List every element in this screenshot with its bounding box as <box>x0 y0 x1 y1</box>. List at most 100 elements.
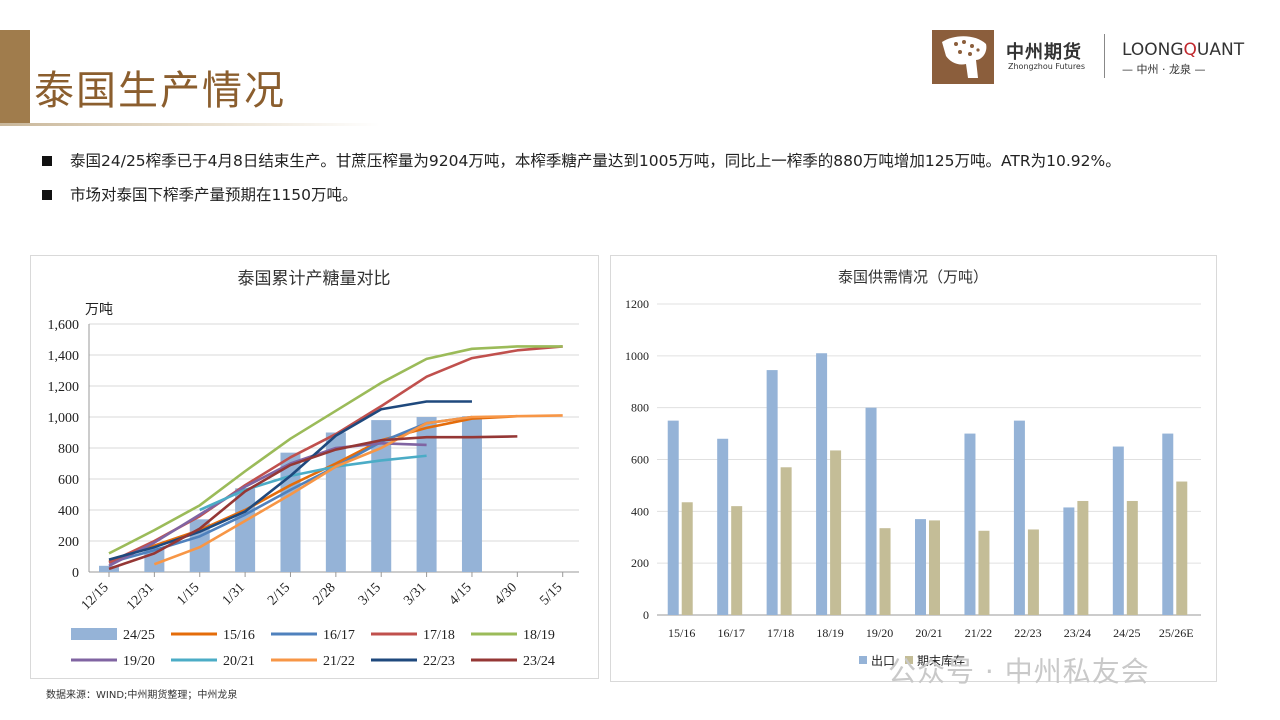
x-tick-label: 20/21 <box>915 626 942 640</box>
quant-subtitle: — 中州 · 龙泉 — <box>1122 63 1206 76</box>
brand-name-cn: 中州期货 <box>1006 42 1082 63</box>
bar-ending-stock <box>1126 500 1138 615</box>
title-underline <box>0 123 380 126</box>
y-tick-label: 1200 <box>625 297 649 311</box>
y-tick-label: 600 <box>58 473 79 488</box>
bar-export <box>915 519 926 615</box>
legend-label: 期末库存 <box>917 653 965 668</box>
x-tick-label: 16/17 <box>718 626 745 640</box>
brand-divider <box>1104 34 1105 78</box>
x-tick-label: 4/15 <box>447 580 475 608</box>
leopard-logo-icon <box>932 30 994 84</box>
bar-ending-stock <box>681 502 693 615</box>
y-tick-label: 1,600 <box>48 318 80 333</box>
legend-swatch <box>71 628 117 640</box>
bar-ending-stock <box>1077 500 1089 615</box>
chart-title: 泰国供需情况（万吨） <box>838 269 988 286</box>
bullet-square-icon <box>42 156 52 166</box>
x-tick-label: 4/30 <box>492 580 520 608</box>
legend-swatch <box>905 656 913 664</box>
x-tick-label: 19/20 <box>866 626 893 640</box>
y-tick-label: 1,400 <box>48 349 80 364</box>
series-line-20-21 <box>199 454 427 512</box>
bar-export <box>816 353 828 615</box>
bullet-list: 泰国24/25榨季已于4月8日结束生产。甘蔗压榨量为9204万吨，本榨季糖产量达… <box>40 146 1240 210</box>
bar-export <box>1013 420 1025 615</box>
x-tick-label: 1/31 <box>220 580 248 608</box>
bar-export <box>717 438 729 615</box>
y-tick-label: 1,200 <box>48 380 80 395</box>
x-tick-label: 23/24 <box>1064 626 1091 640</box>
legend-label: 23/24 <box>523 654 555 669</box>
x-tick-label: 3/15 <box>356 580 384 608</box>
y-tick-label: 200 <box>631 556 649 570</box>
series-line-23-24 <box>108 435 518 571</box>
bullet-text: 泰国24/25榨季已于4月8日结束生产。甘蔗压榨量为9204万吨，本榨季糖产量达… <box>70 152 1121 170</box>
x-tick-label: 21/22 <box>965 626 992 640</box>
quant-logo-text: LOONGQUANT <box>1122 40 1244 60</box>
y-tick-label: 0 <box>643 608 649 622</box>
legend-label: 16/17 <box>323 628 355 643</box>
bar-ending-stock <box>978 530 990 615</box>
bar-ending-stock <box>830 450 842 615</box>
bullet-item: 泰国24/25榨季已于4月8日结束生产。甘蔗压榨量为9204万吨，本榨季糖产量达… <box>40 146 1240 176</box>
y-tick-label: 400 <box>58 504 79 519</box>
bar-export <box>1063 507 1075 615</box>
quant-q: Q <box>1183 40 1197 60</box>
y-tick-label: 1,000 <box>48 411 80 426</box>
y-tick-label: 0 <box>72 566 79 581</box>
bar-export <box>964 433 976 615</box>
legend-label: 24/25 <box>123 628 155 643</box>
bar-export <box>1162 433 1174 615</box>
bar-export <box>766 370 778 615</box>
x-tick-label: 24/25 <box>1113 626 1140 640</box>
cumulative-sugar-chart-panel: 泰国累计产糖量对比 万吨 0 200 400 600 800 1,000 1,200 1,400 1… <box>30 255 599 679</box>
bar-24-25 <box>461 416 482 572</box>
bar-ending-stock <box>780 467 792 615</box>
legend-label: 15/16 <box>223 628 255 643</box>
bar-24-25 <box>99 565 119 572</box>
bar-ending-stock <box>731 506 743 615</box>
legend-label: 20/21 <box>223 654 255 669</box>
bar-24-25 <box>416 417 437 572</box>
bullet-item: 市场对泰国下榨季产量预期在1150万吨。 <box>40 180 1240 210</box>
bar-24-25 <box>144 547 165 572</box>
x-tick-label: 12/31 <box>124 580 157 613</box>
x-tick-label: 22/23 <box>1014 626 1041 640</box>
series-line-22-23 <box>108 400 472 561</box>
company-logo <box>932 30 994 84</box>
x-tick-label: 18/19 <box>816 626 843 640</box>
data-source-note: 数据来源：WIND;中州期货整理；中州龙泉 <box>46 690 238 701</box>
bar-ending-stock <box>1027 529 1039 615</box>
x-tick-label: 17/18 <box>767 626 794 640</box>
legend-swatch <box>859 656 867 664</box>
bar-ending-stock <box>1176 481 1188 615</box>
y-tick-label: 200 <box>58 535 79 550</box>
x-tick-label: 1/15 <box>174 580 202 608</box>
legend-label: 17/18 <box>423 628 455 643</box>
legend-label: 出口 <box>871 654 895 668</box>
series-line-21-22 <box>153 414 563 566</box>
legend-label: 22/23 <box>423 654 455 669</box>
legend-label: 21/22 <box>323 654 355 669</box>
x-tick-label: 3/31 <box>401 580 429 608</box>
x-tick-label: 25/26E <box>1159 626 1194 640</box>
x-tick-label: 2/28 <box>310 580 338 608</box>
y-tick-label: 600 <box>631 453 649 467</box>
y-tick-label: 800 <box>58 442 79 457</box>
y-tick-label: 400 <box>631 504 649 518</box>
legend-label: 19/20 <box>123 654 155 669</box>
wechat-watermark: 公众号 · 中州私友会 <box>888 655 1150 688</box>
series-line-19-20 <box>108 442 427 567</box>
bar-24-25 <box>371 420 392 572</box>
bar-ending-stock <box>929 520 940 615</box>
bar-export <box>1112 446 1124 615</box>
bar-24-25 <box>325 432 346 572</box>
quant-prefix: LOONG <box>1122 40 1184 60</box>
supply-demand-chart: 泰国供需情况（万吨） 0 200 400 600 800 1000 1200 15/16 16/1… <box>625 269 1201 668</box>
bar-24-25 <box>235 488 256 572</box>
chart-title: 泰国累计产糖量对比 <box>238 269 391 288</box>
y-tick-label: 1000 <box>625 349 649 363</box>
x-tick-label: 2/15 <box>265 580 293 608</box>
